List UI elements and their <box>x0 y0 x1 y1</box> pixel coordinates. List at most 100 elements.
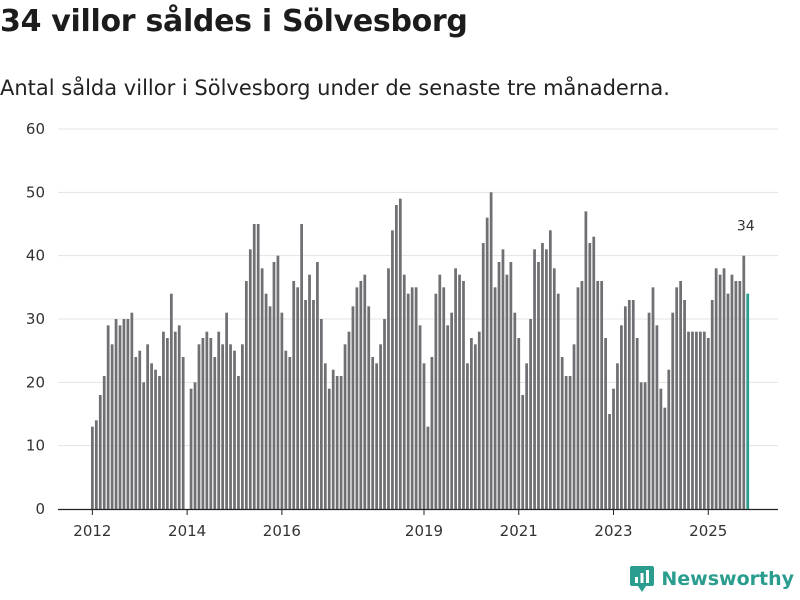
bar <box>627 300 631 509</box>
bar <box>134 357 138 509</box>
bar <box>233 350 236 509</box>
y-tick-label: 0 <box>35 500 45 518</box>
bar <box>552 268 556 509</box>
bar <box>264 293 268 509</box>
y-tick-label: 10 <box>26 437 45 455</box>
bar <box>375 363 379 509</box>
bar <box>391 230 394 509</box>
bar <box>91 426 94 509</box>
bar <box>142 382 146 509</box>
page-subtitle: Antal sålda villor i Sölvesborg under de… <box>0 76 670 100</box>
bar <box>213 357 217 509</box>
bar <box>529 319 532 509</box>
bar <box>695 331 698 509</box>
bar <box>576 287 580 509</box>
bar <box>592 236 596 510</box>
bar <box>442 287 446 509</box>
bar <box>462 281 465 509</box>
bar <box>568 376 572 509</box>
bar <box>422 363 426 509</box>
x-axis: 2012 2014 2016 2019 2021 2023 2025 <box>58 508 778 540</box>
bar <box>166 338 169 509</box>
bar <box>426 426 430 509</box>
bar <box>248 249 252 509</box>
bar <box>244 281 248 509</box>
bar <box>154 369 157 509</box>
bar <box>722 268 726 509</box>
bar <box>252 224 256 509</box>
bar <box>466 363 469 509</box>
bars <box>91 192 750 510</box>
bar <box>604 338 607 509</box>
y-tick-label: 20 <box>26 373 45 391</box>
bar <box>560 357 564 509</box>
bar <box>655 325 659 509</box>
bar <box>410 287 414 509</box>
bar <box>225 312 228 509</box>
bar <box>659 388 663 509</box>
bar <box>580 281 584 509</box>
bar <box>98 395 102 509</box>
bar <box>237 376 240 509</box>
bar <box>363 274 367 509</box>
bar <box>545 249 548 509</box>
x-tick-label: 2014 <box>168 522 206 540</box>
bar <box>209 338 213 509</box>
bar <box>505 274 509 509</box>
bar <box>359 281 363 509</box>
bar <box>316 262 319 509</box>
bar <box>525 363 529 509</box>
bar <box>122 319 126 509</box>
bar <box>150 363 153 509</box>
bar <box>620 325 623 509</box>
bar <box>110 344 114 509</box>
bar <box>698 331 702 509</box>
bar <box>608 414 611 509</box>
bar <box>588 243 592 509</box>
y-tick-label: 30 <box>26 310 45 328</box>
bar <box>268 306 272 509</box>
bar <box>706 338 710 509</box>
bar <box>308 274 311 509</box>
bar <box>402 274 406 509</box>
bar <box>118 325 122 509</box>
bar <box>635 338 639 509</box>
bar <box>501 249 505 509</box>
bar <box>509 262 513 509</box>
brand-name: Newsworthy <box>661 568 794 590</box>
page-title: 34 villor såldes i Sölvesborg <box>0 4 468 39</box>
bar <box>548 230 552 509</box>
bar <box>718 274 722 509</box>
bar <box>339 376 343 509</box>
bar <box>631 300 635 509</box>
bar <box>288 357 292 509</box>
bar <box>367 306 371 509</box>
bar <box>406 293 410 509</box>
bar <box>679 281 682 509</box>
bar <box>600 281 604 509</box>
bar <box>675 287 679 509</box>
bar <box>351 306 355 509</box>
bar <box>556 293 560 509</box>
bar <box>229 344 232 509</box>
bar <box>639 382 643 509</box>
bar <box>395 205 398 509</box>
bar <box>497 262 501 509</box>
bar <box>734 281 738 509</box>
bar <box>189 388 193 509</box>
bar <box>450 312 454 509</box>
bar <box>193 382 197 509</box>
bar <box>102 376 106 509</box>
bar <box>438 274 442 509</box>
last-value-label: 34 <box>737 219 755 235</box>
bar <box>205 331 209 509</box>
bar <box>470 338 473 509</box>
bar <box>379 344 382 509</box>
bar <box>473 344 477 509</box>
bar <box>623 306 627 509</box>
newsworthy-logo-icon <box>630 566 655 592</box>
bar <box>398 198 402 510</box>
bar <box>177 325 181 509</box>
bar <box>477 331 481 509</box>
